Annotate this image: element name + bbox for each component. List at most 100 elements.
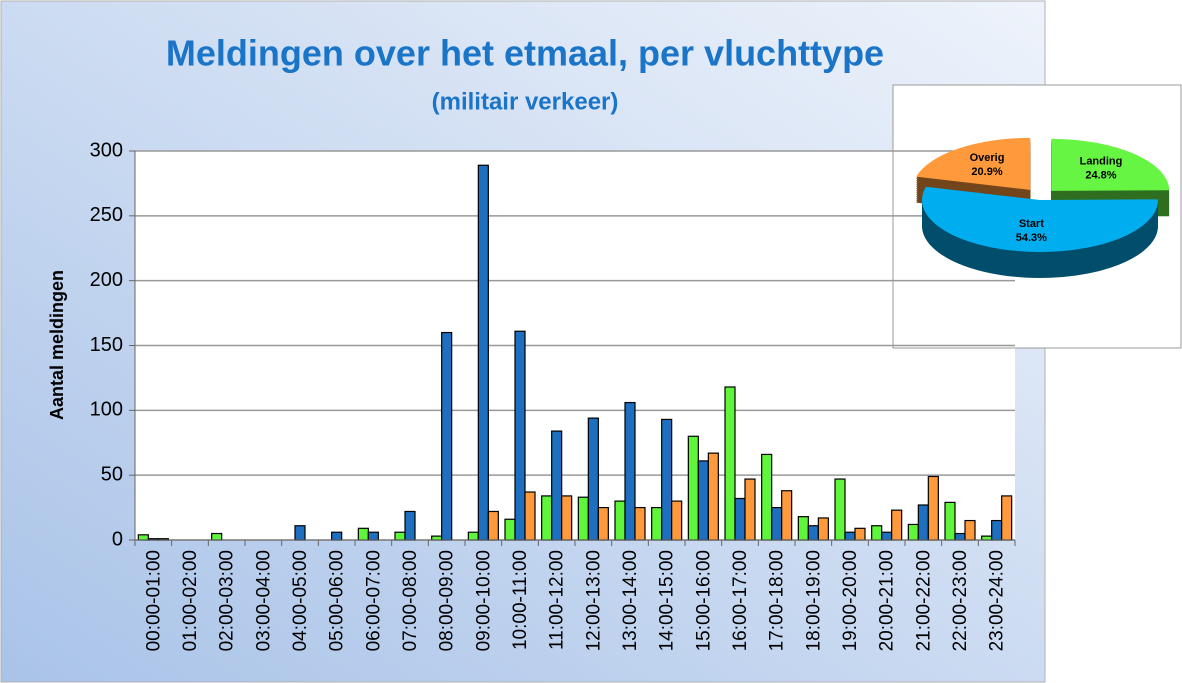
bar xyxy=(597,506,609,541)
bar xyxy=(707,452,719,541)
bar xyxy=(944,501,956,541)
bar xyxy=(687,435,699,541)
bar xyxy=(954,532,966,541)
x-tick-label: 14:00-15:00 xyxy=(657,550,678,651)
bar xyxy=(441,331,453,541)
bar xyxy=(781,490,793,541)
bar xyxy=(991,519,1003,541)
bar xyxy=(854,527,866,541)
bar xyxy=(724,386,736,541)
bar xyxy=(651,506,663,541)
pie-value-label: 20.9% xyxy=(971,166,1002,178)
y-tick-label: 0 xyxy=(112,528,123,550)
bar xyxy=(487,510,499,541)
x-tick-label: 20:00-21:00 xyxy=(877,550,898,651)
bar xyxy=(624,401,636,541)
x-tick-label: 11:00-12:00 xyxy=(547,550,568,650)
bar xyxy=(357,527,369,541)
bar xyxy=(761,453,773,541)
bar xyxy=(331,531,343,541)
x-tick-label: 07:00-08:00 xyxy=(400,550,421,651)
bar xyxy=(734,497,746,541)
bar xyxy=(881,531,893,541)
bar xyxy=(634,506,646,541)
bar xyxy=(541,495,553,541)
bar xyxy=(467,531,479,541)
bar xyxy=(917,504,929,541)
bar xyxy=(927,475,939,541)
x-tick-label: 08:00-09:00 xyxy=(437,550,458,651)
x-tick-label: 04:00-05:00 xyxy=(290,550,311,651)
pie-value-label: 24.8% xyxy=(1085,170,1116,182)
bar xyxy=(817,517,829,541)
x-tick-label: 12:00-13:00 xyxy=(583,550,604,651)
bar xyxy=(907,523,919,541)
x-tick-label: 23:00-24:00 xyxy=(987,550,1008,651)
x-tick-label: 09:00-10:00 xyxy=(473,550,494,651)
bar xyxy=(404,510,416,541)
bar xyxy=(844,531,856,541)
pie-slice xyxy=(922,186,1158,252)
x-tick-label: 03:00-04:00 xyxy=(253,550,274,651)
x-tick-label: 15:00-16:00 xyxy=(693,550,714,651)
bar xyxy=(524,491,536,541)
bar xyxy=(891,509,903,541)
bar xyxy=(744,478,756,541)
pie-slice xyxy=(1051,138,1170,191)
y-tick-label: 150 xyxy=(90,334,123,356)
x-tick-label: 00:00-01:00 xyxy=(143,550,164,651)
bar xyxy=(697,460,709,541)
bar xyxy=(671,500,683,541)
bar xyxy=(561,495,573,541)
bar xyxy=(577,496,589,541)
bar xyxy=(871,525,883,541)
bar xyxy=(514,330,526,541)
x-tick-label: 21:00-22:00 xyxy=(913,550,934,651)
bar xyxy=(431,535,443,541)
x-tick-label: 05:00-06:00 xyxy=(327,550,348,651)
x-tick-label: 17:00-18:00 xyxy=(767,550,788,651)
x-tick-label: 16:00-17:00 xyxy=(730,550,751,651)
pie-label: Overig xyxy=(970,152,1005,164)
x-tick-label: 19:00-20:00 xyxy=(840,550,861,651)
bar xyxy=(964,519,976,541)
bar xyxy=(661,418,673,541)
pie-value-label: 54.3% xyxy=(1016,232,1047,244)
bar xyxy=(807,525,819,541)
bar xyxy=(587,417,599,541)
x-tick-label: 06:00-07:00 xyxy=(363,550,384,651)
chart-subtitle: (militair verkeer) xyxy=(432,88,619,115)
y-tick-label: 200 xyxy=(90,269,123,291)
y-tick-label: 50 xyxy=(101,463,123,485)
bar xyxy=(394,531,406,541)
y-tick-label: 300 xyxy=(90,139,123,161)
x-tick-label: 13:00-14:00 xyxy=(620,550,641,651)
bar xyxy=(367,531,379,541)
x-tick-label: 22:00-23:00 xyxy=(950,550,971,651)
bar xyxy=(1001,495,1013,541)
bar xyxy=(294,525,306,541)
x-tick-label: 02:00-03:00 xyxy=(217,550,238,651)
x-tick-label: 01:00-02:00 xyxy=(180,550,201,651)
y-tick-label: 100 xyxy=(90,399,123,421)
bar xyxy=(771,506,783,541)
x-tick-label: 10:00-11:00 xyxy=(510,550,531,650)
y-axis-label: Aantal meldingen xyxy=(47,270,67,420)
bar xyxy=(614,500,626,541)
pie-label: Landing xyxy=(1080,156,1123,168)
pie-label: Start xyxy=(1019,218,1044,230)
x-tick-label: 18:00-19:00 xyxy=(803,550,824,651)
bar xyxy=(477,164,489,541)
bar xyxy=(834,478,846,541)
chart-title: Meldingen over het etmaal, per vluchttyp… xyxy=(166,33,884,74)
bar xyxy=(551,430,563,541)
bar xyxy=(797,516,809,541)
pie-slice xyxy=(916,137,1031,190)
bar xyxy=(504,518,516,541)
bar xyxy=(211,532,223,541)
bar xyxy=(137,534,149,541)
bar xyxy=(981,535,993,541)
y-tick-label: 250 xyxy=(90,204,123,226)
